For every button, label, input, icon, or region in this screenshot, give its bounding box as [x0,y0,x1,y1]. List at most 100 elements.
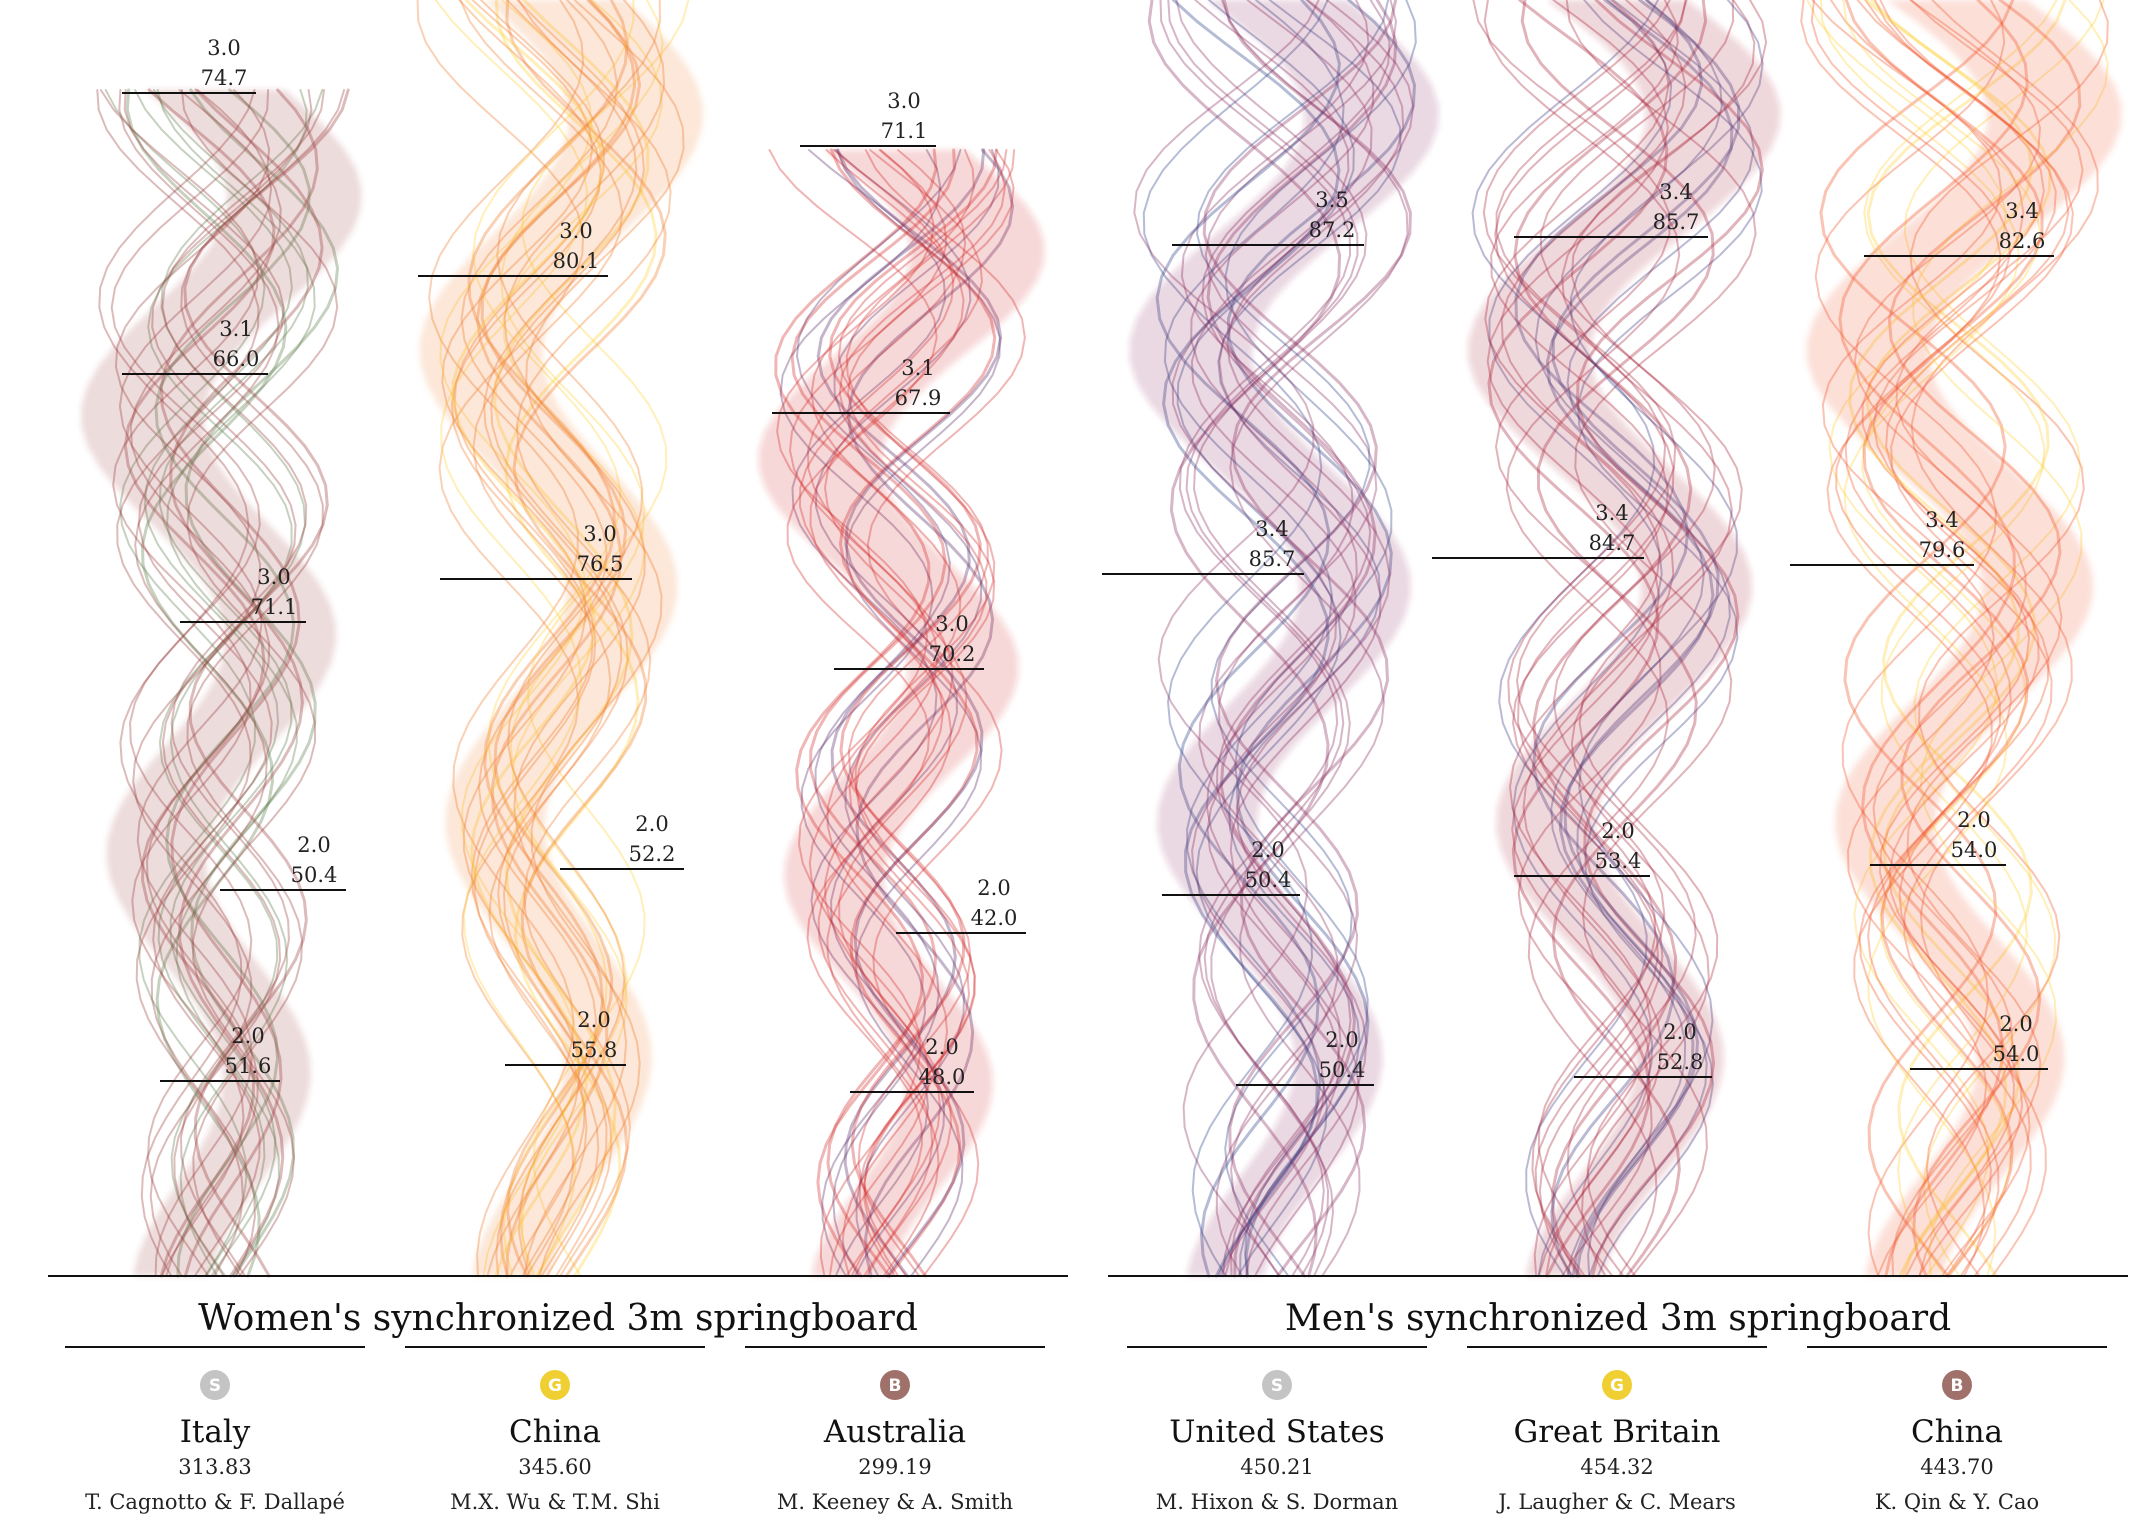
ribbon-strand [110,89,270,1277]
medal-circle [1602,1370,1632,1400]
medal-circle [1942,1370,1972,1400]
dive-label: 2.0 54.0 [1910,1012,2048,1070]
dive-points: 71.1 [251,595,298,619]
team-score: 454.32 [1580,1455,1653,1479]
dive-label: 3.4 84.7 [1432,501,1644,559]
dive-points: 48.0 [919,1065,966,1089]
ribbon-body [81,90,362,1276]
dive-label: 2.0 50.4 [220,833,346,891]
team-card: S United States 450.21 M. Hixon & S. Dorman [1127,1346,1427,1514]
dive-label: 3.0 80.1 [418,219,608,277]
dive-label: 3.4 85.7 [1102,517,1304,575]
dive-points: 79.6 [1919,538,1966,562]
dive-degree-of-difficulty: 2.0 [231,1024,264,1048]
dive-degree-of-difficulty: 3.4 [1255,517,1288,541]
dive-label-layer: 3.0 74.7 3.1 66.0 3.0 71.1 2.0 50.4 2.0 51.6 3.0 80… [122,36,2054,1093]
dive-degree-of-difficulty: 3.4 [2005,199,2038,223]
ribbon-layer [81,0,2122,1278]
medal-letter: B [889,1376,902,1396]
dive-points: 85.7 [1249,547,1296,571]
ribbon-strand [1819,0,2015,1278]
dive-degree-of-difficulty: 3.1 [219,317,252,341]
team-athletes: M. Hixon & S. Dorman [1156,1490,1398,1514]
ribbon-strand [1539,0,1735,1277]
dive-label: 2.0 52.8 [1574,1020,1712,1078]
ribbon-body [1468,0,1781,1276]
medal-letter: S [209,1376,221,1396]
ribbon-china-1 [1800,0,2122,1278]
dive-degree-of-difficulty: 2.0 [1999,1012,2032,1036]
team-athletes: T. Cagnotto & F. Dallapé [85,1490,345,1514]
medal-circle [880,1370,910,1400]
dive-degree-of-difficulty: 2.0 [1325,1028,1358,1052]
medal-badge-icon: B [1942,1370,1972,1400]
ribbon-body [1129,0,1439,1276]
medal-circle [1262,1370,1292,1400]
ribbon-strand [1863,0,2058,1277]
team-score: 450.21 [1240,1455,1313,1479]
dive-degree-of-difficulty: 2.0 [977,876,1010,900]
event-men: Men's synchronized 3m springboard S United… [1108,1275,2128,1514]
ribbon-body [420,0,703,1276]
dive-label: 2.0 48.0 [850,1035,974,1093]
dive-degree-of-difficulty: 3.1 [901,356,934,380]
ribbon-strand [1195,0,1390,1277]
dive-points: 82.6 [1999,229,2046,253]
team-country: China [1911,1414,2003,1450]
dive-label: 2.0 55.8 [505,1008,626,1066]
medal-letter: S [1271,1376,1283,1396]
footer-layer: Women's synchronized 3m springboard S Ital… [48,1275,2128,1514]
team-card: B Australia 299.19 M. Keeney & A. Smith [745,1346,1045,1514]
dive-degree-of-difficulty: 2.0 [297,833,330,857]
team-country: Italy [180,1414,251,1450]
dive-points: 50.4 [1319,1058,1366,1082]
ribbon-strand [1471,0,1659,1277]
dive-points: 51.6 [225,1054,272,1078]
dive-points: 54.0 [1951,838,1998,862]
ribbon-strand [151,89,313,1277]
medal-badge-icon: B [880,1370,910,1400]
team-card: S Italy 313.83 T. Cagnotto & F. Dallapé [65,1346,365,1514]
ribbon-italy-0 [81,88,362,1278]
dive-degree-of-difficulty: 3.4 [1925,508,1958,532]
dive-points: 70.2 [929,642,976,666]
team-country: United States [1169,1414,1384,1450]
medal-letter: B [1951,1376,1964,1396]
dive-points: 67.9 [895,386,942,410]
ribbon-body [1806,0,2122,1276]
team-card: B China 443.70 K. Qin & Y. Cao [1807,1346,2107,1514]
ribbon-great-britain-1 [1468,0,1781,1278]
dive-label: 2.0 51.6 [160,1024,280,1082]
event-title: Women's synchronized 3m springboard [198,1298,918,1339]
dive-label: 2.0 42.0 [896,876,1026,934]
ribbon-strand [1866,0,2067,1278]
dive-label: 2.0 50.4 [1236,1028,1374,1086]
dive-degree-of-difficulty: 3.0 [935,612,968,636]
ribbon-strand [1142,0,1329,1277]
ribbon-strand [1490,0,1679,1277]
team-country: Australia [823,1414,966,1450]
ribbon-strand [1202,0,1398,1278]
dive-points: 54.0 [1993,1042,2040,1066]
event-title: Men's synchronized 3m springboard [1285,1298,1951,1339]
medal-badge-icon: S [200,1370,230,1400]
dive-label: 3.4 79.6 [1790,508,1974,566]
team-athletes: M.X. Wu & T.M. Shi [450,1490,660,1514]
ribbon-strand [790,148,956,1278]
team-score: 299.19 [858,1455,931,1479]
medal-badge-icon: S [1262,1370,1292,1400]
team-score: 443.70 [1920,1455,1993,1479]
dive-points: 85.7 [1653,210,1700,234]
dive-points: 50.4 [291,863,338,887]
dive-label: 3.0 70.2 [834,612,984,670]
team-country: Great Britain [1513,1414,1720,1450]
dive-degree-of-difficulty: 2.0 [1251,838,1284,862]
dive-degree-of-difficulty: 3.0 [207,36,240,60]
ribbon-strand [147,89,308,1277]
dive-points: 84.7 [1589,531,1636,555]
ribbon-china-0 [416,0,703,1278]
dive-points: 52.2 [629,842,676,866]
ribbon-strand [1494,0,1687,1277]
dive-degree-of-difficulty: 3.0 [583,522,616,546]
